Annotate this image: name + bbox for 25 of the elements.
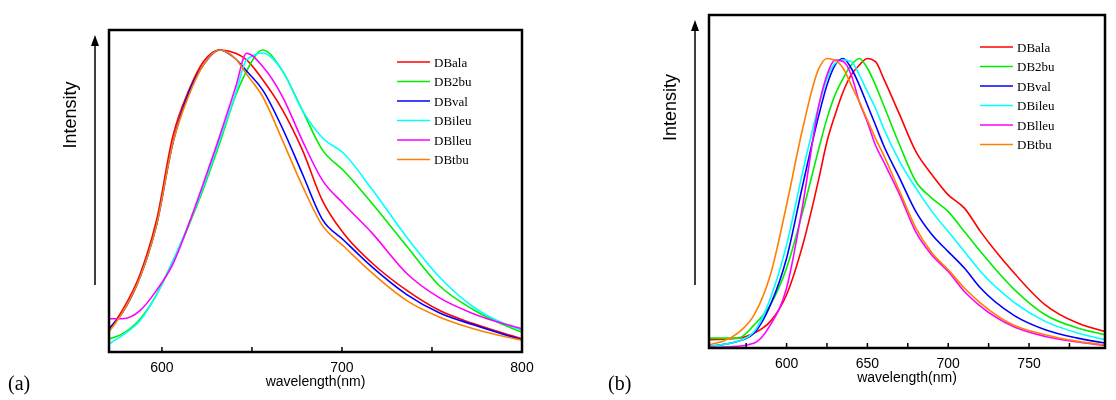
y-axis-title: Intensity — [660, 73, 680, 142]
legend-label: DBtbu — [434, 152, 470, 167]
x-tick-label: 800 — [510, 359, 534, 375]
legend-label: DBtbu — [1017, 137, 1053, 152]
y-axis-title: Intensity — [60, 81, 80, 149]
x-tick-label: 700 — [936, 355, 961, 371]
legend-label: DBala — [434, 54, 468, 70]
legend-label: DBileu — [1017, 98, 1056, 113]
legend-label: DBala — [1017, 39, 1051, 55]
legend-label: DBval — [434, 93, 469, 109]
legend-label: DBlleu — [434, 132, 473, 148]
x-tick-label: 600 — [150, 359, 174, 375]
x-tick-label: 600 — [774, 355, 799, 371]
legend-label: DB2bu — [1017, 59, 1056, 74]
x-axis-title: wavelength(nm) — [264, 373, 366, 389]
x-tick-label: 750 — [1017, 355, 1041, 371]
legend-label: DBlleu — [1017, 117, 1056, 133]
text: (a) — [8, 372, 31, 395]
x-tick-label: 650 — [855, 355, 880, 371]
legend-label: DBval — [1017, 78, 1052, 94]
x-axis-title: wavelength(nm) — [856, 369, 957, 385]
legend-label: DBileu — [434, 113, 473, 128]
x-tick-label: 700 — [330, 359, 354, 375]
text: (b) — [608, 372, 632, 395]
legend-label: DB2bu — [434, 74, 473, 89]
